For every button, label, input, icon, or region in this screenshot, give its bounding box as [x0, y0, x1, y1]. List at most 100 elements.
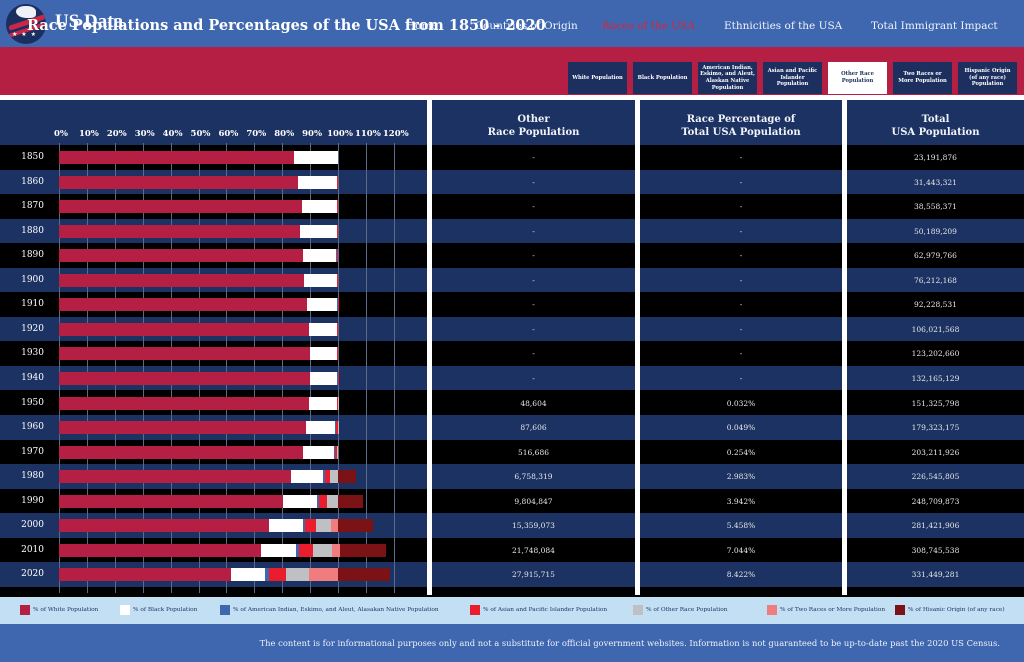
bar-segment-1900-series-2[interactable]	[336, 273, 338, 287]
tab-white-population[interactable]: White Population	[568, 62, 627, 94]
bar-segment-1910-series-2[interactable]	[336, 298, 338, 312]
bar-segment-1920-series-1[interactable]	[309, 322, 337, 336]
us-data-logo-icon[interactable]: ★ ★ ★	[6, 4, 46, 44]
bar-segment-2020-series-2[interactable]	[265, 568, 269, 582]
bar-segment-1920-series-2[interactable]	[336, 322, 338, 336]
bar-segment-2010-series-1[interactable]	[260, 543, 297, 557]
bar-segment-1850-series-0[interactable]	[59, 151, 295, 164]
bar-segment-1970-series-1[interactable]	[303, 445, 335, 459]
bar-segment-1980-series-1[interactable]	[290, 470, 324, 484]
bar-segment-1970-series-2[interactable]	[334, 445, 336, 459]
bar-segment-1910-series-3[interactable]	[337, 298, 339, 312]
bar-segment-1960-series-3[interactable]	[336, 421, 338, 435]
nav-home[interactable]: Home	[406, 20, 438, 32]
tab-hispanic-origin-population[interactable]: Hispanic Origin (of any race) Population	[958, 62, 1017, 94]
bar-segment-1950-series-4[interactable]	[338, 396, 339, 410]
bar-segment-2000-series-2[interactable]	[302, 519, 306, 533]
bar-segment-1910-series-0[interactable]	[59, 298, 308, 312]
bar-segment-1880-series-1[interactable]	[300, 224, 337, 238]
bar-segment-1870-series-1[interactable]	[302, 200, 338, 214]
bar-segment-2020-series-5[interactable]	[309, 568, 338, 582]
bar-segment-1940-series-3[interactable]	[337, 371, 339, 385]
bar-segment-1970-series-0[interactable]	[59, 445, 304, 459]
bar-segment-1970-series-4[interactable]	[337, 445, 339, 459]
bar-segment-1880-series-0[interactable]	[59, 224, 301, 238]
tab-other-race-population[interactable]: Other Race Population	[828, 62, 887, 94]
bar-segment-1870-series-0[interactable]	[59, 200, 302, 214]
bar-segment-1980-series-0[interactable]	[59, 470, 291, 484]
tab-asian-pacific-islander-population[interactable]: Asian and Pacific Islander Population	[763, 62, 822, 94]
bar-segment-1990-series-4[interactable]	[327, 494, 339, 508]
bar-segment-2010-series-5[interactable]	[332, 543, 341, 557]
bar-segment-2020-series-1[interactable]	[230, 568, 266, 582]
bar-segment-1870-series-3[interactable]	[337, 200, 339, 214]
nav-countries-of-origin[interactable]: Countries of Origin	[475, 20, 578, 32]
bar-segment-1940-series-0[interactable]	[59, 371, 310, 385]
bar-segment-1930-series-2[interactable]	[336, 347, 338, 361]
bar-segment-1930-series-1[interactable]	[309, 347, 337, 361]
bar-segment-1980-series-3[interactable]	[325, 470, 330, 484]
bar-segment-2000-series-5[interactable]	[331, 519, 338, 533]
bar-segment-2010-series-0[interactable]	[59, 543, 261, 557]
bar-segment-2000-series-3[interactable]	[305, 519, 316, 533]
bar-segment-1950-series-3[interactable]	[337, 396, 338, 410]
bar-segment-1900-series-3[interactable]	[337, 273, 339, 287]
bar-segment-1920-series-3[interactable]	[337, 322, 339, 336]
bar-segment-1860-series-3[interactable]	[337, 175, 338, 189]
bar-segment-2000-series-4[interactable]	[315, 519, 332, 533]
bar-segment-2010-series-2[interactable]	[296, 543, 299, 557]
bar-segment-1920-series-0[interactable]	[59, 322, 310, 336]
bar-segment-1970-series-3[interactable]	[335, 445, 338, 459]
bar-segment-1890-series-3[interactable]	[337, 249, 339, 263]
bar-segment-1950-series-1[interactable]	[308, 396, 337, 410]
bar-segment-1980-series-6[interactable]	[337, 470, 356, 484]
bar-segment-2020-series-6[interactable]	[337, 568, 390, 582]
tab-black-population[interactable]: Black Population	[633, 62, 692, 94]
bar-segment-2000-series-0[interactable]	[59, 519, 269, 533]
nav-total-immigrant-impact[interactable]: Total Immigrant Impact	[871, 20, 998, 32]
table-row	[640, 267, 842, 293]
bar-segment-1960-series-0[interactable]	[59, 421, 307, 435]
bar-segment-1890-series-1[interactable]	[303, 249, 337, 263]
bar-segment-1980-series-2[interactable]	[323, 470, 326, 484]
bar-segment-2020-series-3[interactable]	[268, 568, 286, 582]
bar-segment-1990-series-3[interactable]	[319, 494, 328, 508]
bar-segment-1990-series-2[interactable]	[316, 494, 319, 508]
bar-segment-1960-series-1[interactable]	[306, 421, 336, 435]
total-header-text: Total USA Population	[847, 113, 1024, 139]
bar-segment-1900-series-1[interactable]	[304, 273, 337, 287]
bar-segment-2010-series-3[interactable]	[298, 543, 313, 557]
bar-segment-1980-series-4[interactable]	[329, 470, 338, 484]
table-row	[432, 243, 635, 268]
bar-segment-1950-series-0[interactable]	[59, 396, 309, 410]
bar-segment-1860-series-0[interactable]	[59, 175, 298, 189]
bar-segment-1950-series-2[interactable]	[336, 396, 338, 410]
bar-segment-1940-series-1[interactable]	[309, 371, 337, 385]
bar-segment-1990-series-6[interactable]	[338, 494, 364, 508]
bar-segment-1910-series-1[interactable]	[307, 298, 337, 312]
bar-segment-2010-series-6[interactable]	[340, 543, 386, 557]
bar-segment-2020-series-4[interactable]	[285, 568, 310, 582]
bar-segment-1880-series-3[interactable]	[337, 224, 338, 238]
bar-segment-1940-series-2[interactable]	[336, 371, 338, 385]
bar-segment-1850-series-1[interactable]	[294, 151, 338, 164]
bar-segment-1990-series-1[interactable]	[283, 494, 317, 508]
bar-segment-2010-series-4[interactable]	[312, 543, 333, 557]
brand-name[interactable]: US Data	[55, 11, 124, 32]
tab-two-races-or-more-population[interactable]: Two Races or More Population	[893, 62, 952, 94]
bar-segment-2020-series-0[interactable]	[59, 568, 231, 582]
bar-segment-2000-series-6[interactable]	[337, 519, 373, 533]
bar-segment-1890-series-0[interactable]	[59, 249, 304, 263]
bar-segment-1860-series-1[interactable]	[297, 175, 338, 189]
bar-segment-1960-series-4[interactable]	[338, 421, 339, 435]
bar-segment-1960-series-2[interactable]	[335, 421, 337, 435]
bar-segment-2000-series-1[interactable]	[268, 519, 303, 533]
nav-races-of-the-usa[interactable]: Races of the USA	[602, 20, 695, 32]
bar-segment-1930-series-3[interactable]	[337, 347, 339, 361]
bar-segment-1930-series-0[interactable]	[59, 347, 310, 361]
bar-segment-1990-series-0[interactable]	[59, 494, 284, 508]
bar-segment-1900-series-0[interactable]	[59, 273, 305, 287]
bar-segment-1890-series-2[interactable]	[336, 249, 338, 263]
tab-american-indian-population[interactable]: American Indian, Eskimo, and Aleut, Alas…	[698, 62, 757, 94]
nav-ethnicities-of-the-usa[interactable]: Ethnicities of the USA	[724, 20, 843, 32]
